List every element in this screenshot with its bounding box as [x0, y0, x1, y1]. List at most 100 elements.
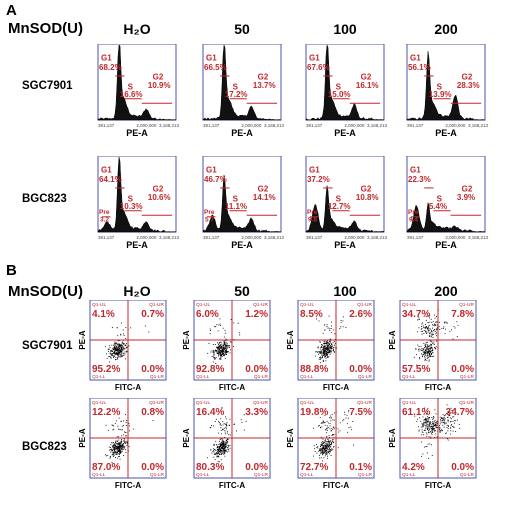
- quadrant-name-lr: Q1-LR: [254, 374, 269, 380]
- g2-label: G2: [462, 185, 473, 194]
- quadrant-value-ll: 88.8%: [300, 364, 328, 375]
- g1-label: G1: [206, 54, 217, 63]
- y-axis-label: PE-A: [388, 330, 397, 349]
- g1-value: 46.7%: [204, 175, 227, 184]
- panel-a-header: MnSOD(U): [8, 20, 83, 37]
- s-value: 17.2%: [225, 90, 248, 99]
- g2-label: G2: [153, 185, 164, 194]
- x-axis-label: PE-A: [231, 128, 253, 138]
- quadrant-name-ul: Q1-UL: [92, 302, 106, 308]
- s-label: S: [233, 83, 239, 92]
- quadrant-name-ll: Q1-LL: [92, 374, 106, 380]
- quadrant-name-ur: Q1-UR: [459, 400, 474, 406]
- panel-b-conc-0: H₂O: [123, 283, 151, 299]
- x-tick: 2,000,000: [445, 123, 466, 128]
- s-value: 15.0%: [328, 90, 351, 99]
- g2-label: G2: [462, 73, 473, 82]
- x-tick: 3,168,213: [264, 235, 285, 240]
- panel-b-letter: B: [6, 262, 17, 279]
- x-axis-label: FITC-A: [425, 383, 451, 392]
- apoptosis-scatter-plot: PE-A Q1-UL Q1-UR Q1-LL Q1-LR 8.5% 2.6% 88.8% 0.0…: [286, 300, 375, 392]
- g1-label: G1: [309, 54, 320, 63]
- g1-label: G1: [206, 166, 217, 175]
- g2-label: G2: [153, 73, 164, 82]
- pre-value: 3.2: [100, 216, 109, 223]
- panel-a-letter: A: [6, 2, 17, 19]
- quadrant-value-ul: 4.1%: [92, 309, 115, 320]
- x-tick: 391,137: [306, 235, 323, 240]
- quadrant-name-lr: Q1-LR: [150, 374, 165, 380]
- s-value: 12.7%: [328, 202, 351, 211]
- g1-value: 37.2%: [307, 175, 330, 184]
- quadrant-name-ur: Q1-UR: [253, 302, 268, 308]
- g2-value: 3.9%: [457, 193, 475, 202]
- pre-label: Pre: [408, 209, 419, 216]
- y-axis-label: PE-A: [182, 428, 191, 447]
- panel-a-conc-3: 200: [434, 21, 458, 37]
- row-label-bgc823-b: BGC823: [22, 441, 67, 453]
- g2-value: 10.8%: [356, 193, 379, 202]
- x-tick: 391,137: [407, 235, 424, 240]
- x-axis-label: FITC-A: [219, 481, 245, 490]
- g2-value: 14.1%: [253, 193, 276, 202]
- dot-cloud: [413, 309, 459, 366]
- y-axis-label: PE-A: [78, 330, 87, 349]
- x-tick: 3,168,213: [468, 235, 489, 240]
- x-tick: 2,000,000: [241, 123, 262, 128]
- histogram-shape: [305, 44, 385, 121]
- apoptosis-scatter-plot: PE-A Q1-UL Q1-UR Q1-LL Q1-LR 19.8% 7.5% 72.7% 0.…: [286, 398, 375, 490]
- quadrant-value-lr: 0.1%: [349, 462, 372, 473]
- quadrant-value-ul: 8.5%: [300, 309, 323, 320]
- quadrant-name-lr: Q1-LR: [254, 472, 269, 478]
- quadrant-value-ur: 3.3%: [245, 407, 268, 418]
- quadrant-value-ll: 80.3%: [196, 462, 224, 473]
- row-label-sgc7901-b: SGC7901: [22, 340, 73, 352]
- x-tick: 2,000,000: [136, 123, 157, 128]
- apoptosis-scatter-plot: PE-A Q1-UL Q1-UR Q1-LL Q1-LR 12.2% 0.8% 87.0% 0.…: [78, 398, 167, 490]
- x-axis-label: FITC-A: [115, 481, 141, 490]
- g2-value: 16.1%: [356, 81, 379, 90]
- s-value: 5.4%: [429, 202, 447, 211]
- x-axis-label: FITC-A: [323, 383, 349, 392]
- x-tick: 391,137: [203, 235, 220, 240]
- row-label-sgc7901-a: SGC7901: [22, 80, 73, 92]
- quadrant-name-ul: Q1-UL: [402, 302, 416, 308]
- panel-b-header: MnSOD(U): [8, 283, 83, 300]
- s-label: S: [336, 195, 342, 204]
- quadrant-value-ul: 16.4%: [196, 407, 224, 418]
- y-axis-label: PE-A: [182, 330, 191, 349]
- x-tick: 2,000,000: [445, 235, 466, 240]
- quadrant-value-lr: 0.0%: [451, 364, 474, 375]
- x-tick: 2,000,000: [241, 235, 262, 240]
- quadrant-value-ul: 34.7%: [402, 309, 430, 320]
- quadrant-name-ll: Q1-LL: [300, 374, 314, 380]
- x-tick: 2,000,000: [344, 123, 365, 128]
- histogram-shape: [202, 44, 282, 121]
- quadrant-name-ur: Q1-UR: [149, 302, 164, 308]
- quadrant-value-ll: 4.2%: [402, 462, 425, 473]
- x-axis-label: PE-A: [334, 240, 356, 250]
- g2-value: 10.6%: [148, 193, 171, 202]
- s-label: S: [336, 83, 342, 92]
- g1-value: 68.2%: [99, 63, 122, 72]
- g1-label: G1: [309, 166, 320, 175]
- pre-value: 5.7: [205, 216, 214, 223]
- histogram-shape: [97, 156, 177, 233]
- panel-a-conc-0: H₂O: [123, 21, 151, 37]
- histogram-shape: [202, 174, 282, 233]
- y-axis-label: PE-A: [286, 330, 295, 349]
- quadrant-name-ul: Q1-UL: [402, 400, 416, 406]
- g1-value: 66.5%: [204, 63, 227, 72]
- pre-label: Pre: [99, 209, 110, 216]
- quadrant-value-lr: 0.0%: [141, 364, 164, 375]
- quadrant-name-ur: Q1-UR: [149, 400, 164, 406]
- g2-value: 10.9%: [148, 81, 171, 90]
- quadrant-value-lr: 0.0%: [349, 364, 372, 375]
- quadrant-value-lr: 0.0%: [245, 364, 268, 375]
- quadrant-name-ul: Q1-UL: [196, 400, 210, 406]
- g1-value: 22.3%: [408, 175, 431, 184]
- pre-label: Pre: [307, 209, 318, 216]
